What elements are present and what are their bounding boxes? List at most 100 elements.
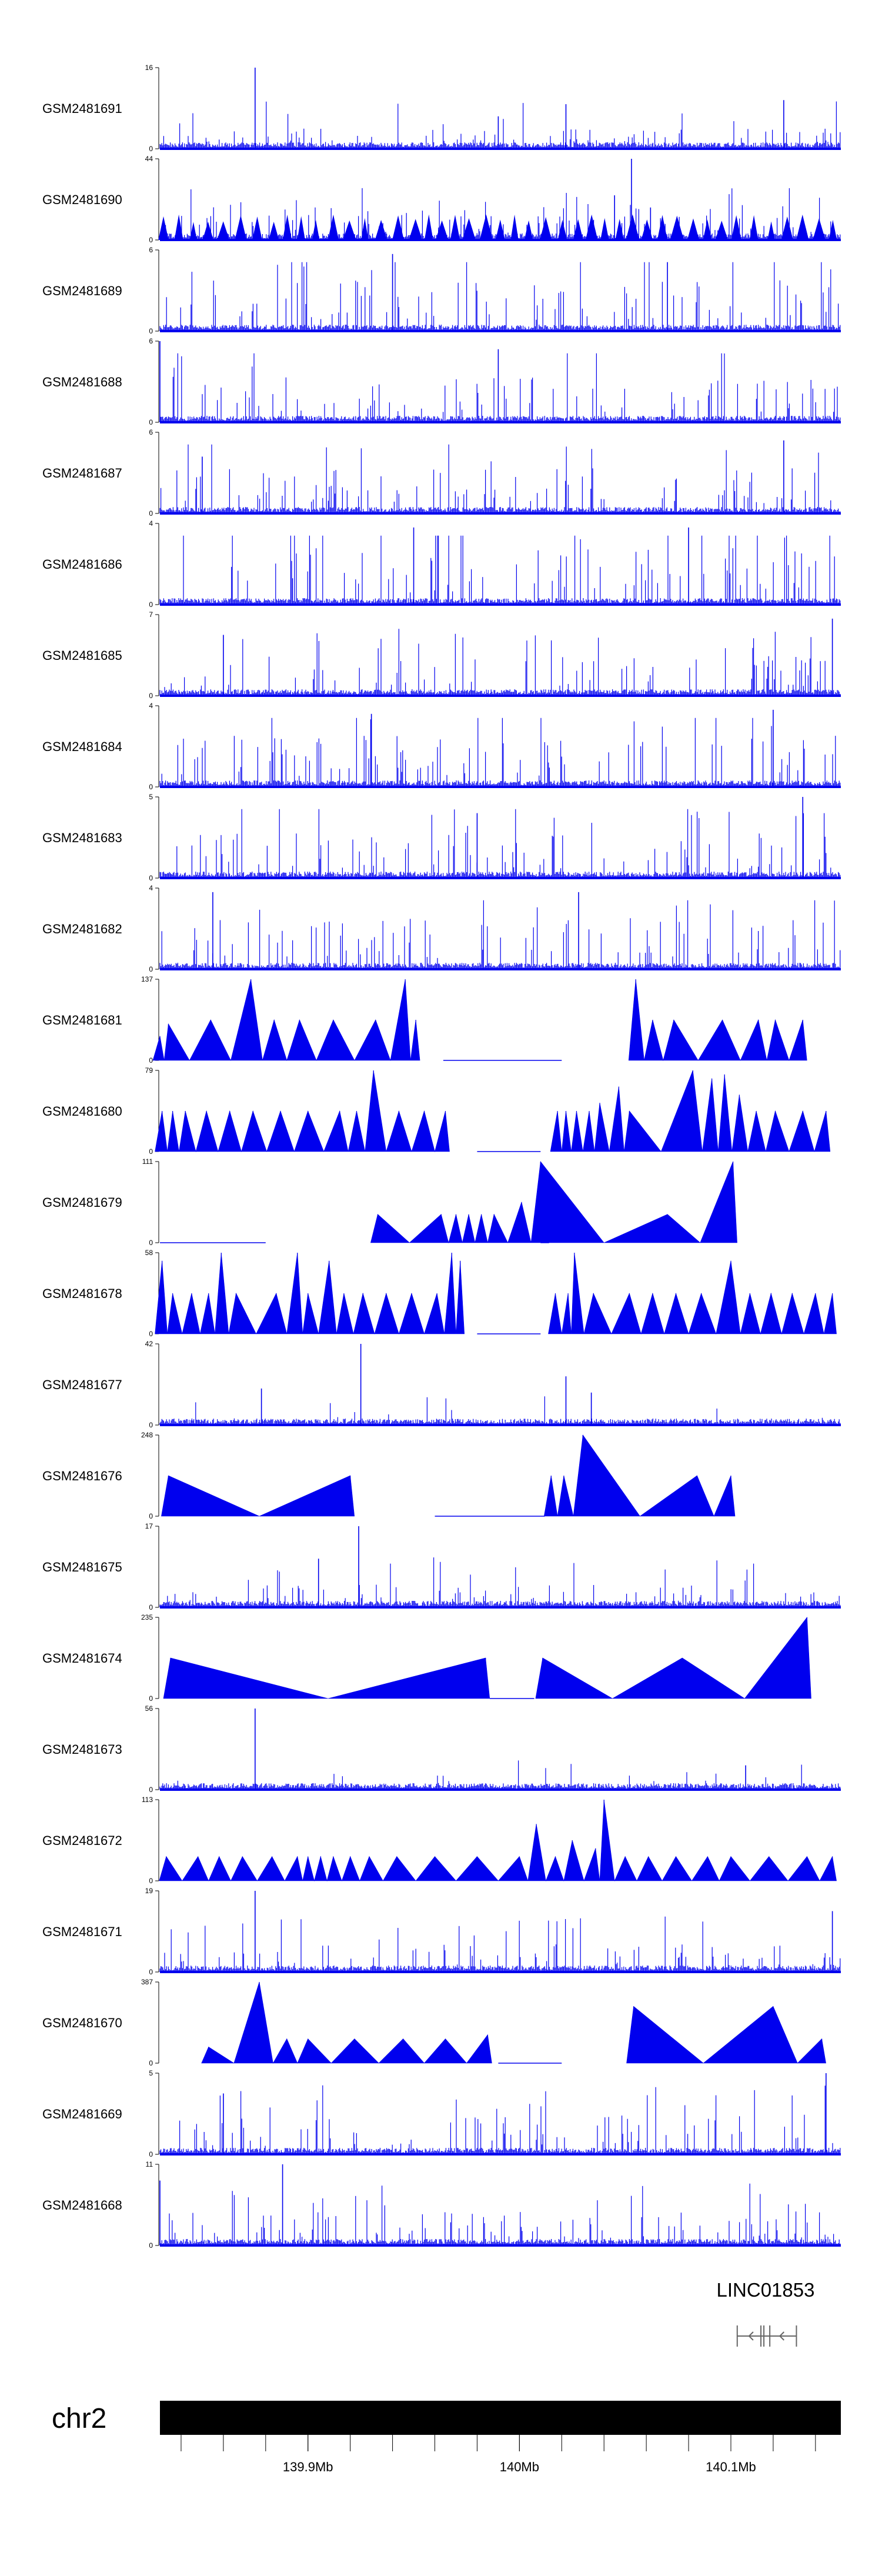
- y-max-label: 137: [141, 975, 153, 983]
- y-min-label: 0: [149, 1603, 153, 1611]
- signal-area: [155, 1252, 465, 1335]
- y-min-label: 0: [149, 418, 153, 426]
- track-label: GSM2481671: [42, 1924, 122, 1939]
- y-max-label: 111: [142, 1157, 153, 1166]
- track-label: GSM2481677: [42, 1377, 122, 1392]
- signal-coverage: [159, 2183, 841, 2245]
- gene-name-label: LINC01853: [717, 2279, 815, 2301]
- gene-strand-arrow: [748, 2331, 754, 2341]
- signal-coverage: [159, 718, 841, 787]
- signal-coverage: [159, 1557, 841, 1607]
- y-min-label: 0: [149, 1694, 153, 1703]
- track-GSM2481686: GSM2481686 4 0: [42, 519, 841, 609]
- signal-coverage: [159, 444, 841, 513]
- signal-coverage: [159, 2085, 841, 2154]
- track-label: GSM2481669: [42, 2107, 122, 2121]
- track-label: GSM2481674: [42, 1651, 122, 1666]
- track-GSM2481689: GSM2481689 6 0: [42, 246, 841, 335]
- y-min-label: 0: [149, 145, 153, 153]
- y-min-label: 0: [149, 1968, 153, 1976]
- track-GSM2481668: GSM2481668 11 0: [42, 2160, 841, 2250]
- y-max-label: 4: [149, 702, 153, 710]
- track-label: GSM2481670: [42, 2016, 122, 2030]
- y-min-label: 0: [149, 2241, 153, 2250]
- signal-area: [155, 1070, 450, 1153]
- signal-area: [550, 1070, 831, 1153]
- y-max-label: 58: [145, 1249, 153, 1257]
- signal-coverage: [159, 353, 841, 422]
- signal-coverage: [159, 1760, 841, 1790]
- track-GSM2481679: GSM2481679 111 0: [42, 1157, 737, 1247]
- track-GSM2481671: GSM2481671 19 0: [42, 1887, 841, 1976]
- track-label: GSM2481687: [42, 466, 122, 481]
- track-label: GSM2481673: [42, 1742, 122, 1757]
- y-min-label: 0: [149, 1877, 153, 1885]
- y-max-label: 113: [142, 1796, 153, 1804]
- track-GSM2481682: GSM2481682 4 0: [42, 884, 841, 973]
- y-max-label: 5: [149, 2069, 153, 2077]
- track-label: GSM2481668: [42, 2198, 122, 2213]
- chromosome-label: chr2: [52, 2403, 106, 2434]
- gene-annotation: LINC01853: [717, 2279, 815, 2347]
- track-label: GSM2481685: [42, 648, 122, 663]
- track-GSM2481673: GSM2481673 56 0: [42, 1704, 841, 1794]
- track-GSM2481678: GSM2481678 58 0: [42, 1249, 837, 1338]
- y-max-label: 235: [141, 1613, 153, 1621]
- signal-coverage: [159, 535, 841, 605]
- track-label: GSM2481681: [42, 1013, 122, 1027]
- signal-area: [535, 1617, 811, 1699]
- track-label: GSM2481682: [42, 922, 122, 936]
- y-min-label: 0: [149, 1147, 153, 1156]
- axis-tick-label: 140.1Mb: [706, 2460, 756, 2474]
- y-min-label: 0: [149, 2059, 153, 2067]
- y-min-label: 0: [149, 965, 153, 973]
- track-label: GSM2481683: [42, 830, 122, 845]
- track-GSM2481691: GSM2481691 16 0: [42, 64, 841, 153]
- track-GSM2481680: GSM2481680 79 0: [42, 1066, 831, 1156]
- track-label: GSM2481689: [42, 283, 122, 298]
- track-label: GSM2481676: [42, 1469, 122, 1483]
- y-min-label: 0: [149, 1056, 153, 1065]
- track-GSM2481683: GSM2481683 5 0: [42, 793, 841, 882]
- track-GSM2481676: GSM2481676 248 0: [42, 1431, 736, 1520]
- track-GSM2481681: GSM2481681 137 0: [42, 975, 807, 1065]
- signal-area: [628, 979, 807, 1062]
- y-max-label: 17: [145, 1522, 153, 1530]
- y-max-label: 6: [149, 246, 153, 254]
- y-max-label: 19: [145, 1887, 153, 1895]
- gene-strand-arrow: [779, 2331, 784, 2341]
- signal-area: [370, 1161, 737, 1244]
- y-max-label: 7: [149, 610, 153, 619]
- track-label: GSM2481686: [42, 557, 122, 572]
- signal-coverage: [159, 629, 841, 696]
- y-min-label: 0: [149, 2150, 153, 2158]
- track-GSM2481684: GSM2481684 4 0: [42, 702, 841, 791]
- signal-area: [626, 2006, 826, 2064]
- track-label: GSM2481678: [42, 1286, 122, 1301]
- y-max-label: 4: [149, 519, 153, 528]
- y-min-label: 0: [149, 874, 153, 882]
- signal-coverage: [159, 1916, 841, 1972]
- signal-triangles: [158, 214, 837, 240]
- y-max-label: 248: [141, 1431, 153, 1439]
- axis-tick-label: 139.9Mb: [283, 2460, 333, 2474]
- track-label: GSM2481684: [42, 739, 122, 754]
- track-GSM2481669: GSM2481669 5 0: [42, 2069, 841, 2158]
- y-min-label: 0: [149, 1330, 153, 1338]
- signal-area: [161, 1475, 355, 1517]
- track-GSM2481685: GSM2481685 7 0: [42, 610, 841, 700]
- y-max-label: 6: [149, 337, 153, 345]
- y-max-label: 44: [145, 155, 153, 163]
- y-max-label: 4: [149, 884, 153, 892]
- track-GSM2481672: GSM2481672 113 0: [42, 1796, 837, 1885]
- track-label: GSM2481691: [42, 101, 122, 116]
- y-min-label: 0: [149, 1421, 153, 1429]
- signal-coverage: [159, 900, 841, 969]
- signal-area: [543, 1434, 736, 1517]
- chromosome-ideogram: chr2 139.9Mb 140Mb 140.1Mb: [52, 2401, 841, 2474]
- y-max-label: 11: [146, 2160, 153, 2168]
- y-min-label: 0: [149, 1786, 153, 1794]
- y-max-label: 56: [145, 1704, 153, 1713]
- y-max-label: 16: [145, 64, 153, 72]
